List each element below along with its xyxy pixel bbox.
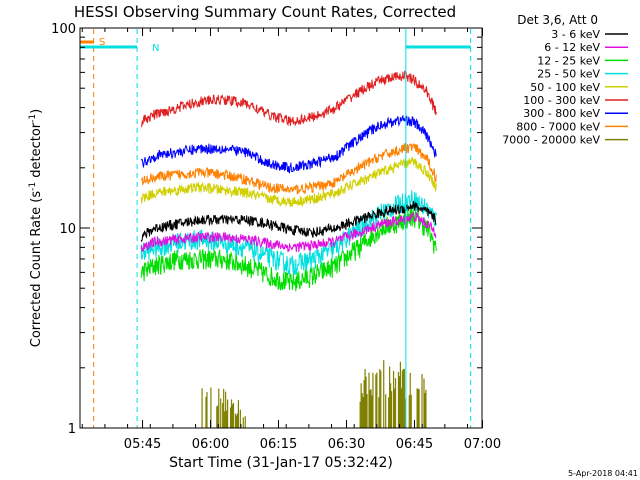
- chart-title: HESSI Observing Summary Count Rates, Cor…: [74, 3, 456, 21]
- series-layer: [140, 70, 437, 428]
- y-tick-label: 100: [51, 22, 76, 37]
- y-axis-label: Corrected Count Rate (s-1 detector-1): [28, 109, 44, 347]
- night-label: N: [152, 43, 159, 54]
- series-6-12-kev: [140, 212, 437, 253]
- y-tick-label: 1: [68, 422, 76, 437]
- legend-label: 3 - 6 keV: [551, 28, 600, 41]
- series-800-7000-kev: [140, 142, 437, 195]
- x-tick-label: 06:45: [396, 437, 433, 452]
- x-tick-label: 06:15: [260, 437, 297, 452]
- series-3-6-kev: [140, 200, 437, 243]
- footer-timestamp: 5-Apr-2018 04:41: [568, 469, 638, 478]
- legend-label: 25 - 50 keV: [537, 68, 600, 81]
- x-tick-label: 06:30: [328, 437, 365, 452]
- x-tick-label: 05:45: [124, 437, 161, 452]
- x-axis-label: Start Time (31-Jan-17 05:32:42): [169, 455, 393, 471]
- series-50-100-kev: [140, 156, 437, 208]
- series-12-25-kev: [140, 208, 437, 292]
- x-tick-label: 07:00: [464, 437, 501, 452]
- series-7000-20000-kev: [201, 360, 427, 428]
- legend-label: 300 - 800 keV: [523, 107, 600, 120]
- legend-label: 7000 - 20000 keV: [502, 134, 600, 147]
- legend-label: 12 - 25 keV: [537, 54, 600, 67]
- marker-layer: SN: [80, 29, 472, 428]
- legend-label: 100 - 300 keV: [523, 94, 600, 107]
- legend-label: 800 - 7000 keV: [516, 120, 600, 133]
- legend-title: Det 3,6, Att 0: [517, 13, 598, 27]
- axis-ticks: 05:45 06:00 06:15 06:30 06:45 07:00 1 10 100: [51, 22, 501, 452]
- series-300-800-kev: [140, 114, 437, 174]
- legend-label: 6 - 12 keV: [544, 41, 600, 54]
- saa-label: S: [99, 37, 105, 48]
- x-tick-label: 06:00: [192, 437, 229, 452]
- series-100-300-kev: [140, 70, 437, 128]
- legend-label: 50 - 100 keV: [530, 81, 600, 94]
- y-tick-label: 10: [59, 222, 76, 237]
